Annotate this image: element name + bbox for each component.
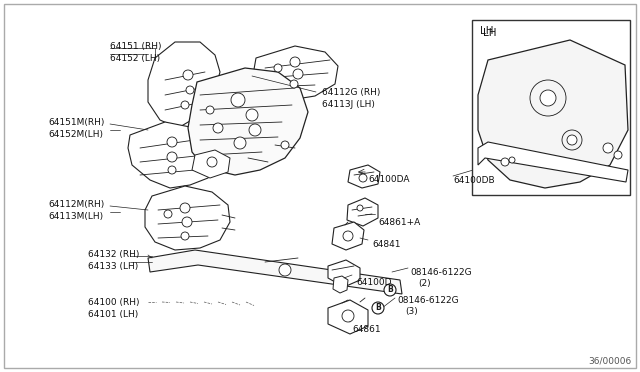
Polygon shape bbox=[145, 186, 230, 250]
Circle shape bbox=[279, 264, 291, 276]
Circle shape bbox=[167, 137, 177, 147]
Polygon shape bbox=[188, 68, 308, 175]
Polygon shape bbox=[195, 92, 225, 120]
Circle shape bbox=[359, 174, 367, 182]
Circle shape bbox=[614, 151, 622, 159]
Text: 64861: 64861 bbox=[352, 325, 381, 334]
Circle shape bbox=[342, 310, 354, 322]
Bar bbox=[472, 20, 630, 195]
Text: B: B bbox=[387, 285, 393, 295]
Circle shape bbox=[562, 130, 582, 150]
Circle shape bbox=[164, 210, 172, 218]
Circle shape bbox=[290, 57, 300, 67]
Circle shape bbox=[213, 123, 223, 133]
Circle shape bbox=[384, 284, 396, 296]
Text: LH: LH bbox=[480, 26, 493, 36]
Text: 64112G (RH): 64112G (RH) bbox=[322, 88, 380, 97]
Circle shape bbox=[231, 93, 245, 107]
Text: (2): (2) bbox=[418, 279, 431, 288]
Circle shape bbox=[206, 106, 214, 114]
Text: LH: LH bbox=[483, 28, 497, 38]
Circle shape bbox=[186, 86, 194, 94]
Circle shape bbox=[603, 143, 613, 153]
Text: 36/00006: 36/00006 bbox=[589, 357, 632, 366]
Polygon shape bbox=[478, 142, 628, 182]
Circle shape bbox=[509, 157, 515, 163]
Circle shape bbox=[290, 80, 298, 88]
Circle shape bbox=[246, 109, 258, 121]
Circle shape bbox=[372, 302, 384, 314]
Text: 08146-6122G: 08146-6122G bbox=[397, 296, 459, 305]
Polygon shape bbox=[328, 300, 368, 334]
Text: 08146-6122G: 08146-6122G bbox=[410, 268, 472, 277]
Circle shape bbox=[281, 141, 289, 149]
Text: 64151M(RH): 64151M(RH) bbox=[48, 118, 104, 127]
Text: B: B bbox=[375, 304, 381, 312]
Text: 64113J (LH): 64113J (LH) bbox=[322, 100, 375, 109]
Polygon shape bbox=[148, 250, 402, 294]
Text: 64132 (RH): 64132 (RH) bbox=[88, 250, 140, 259]
Text: 64133 (LH): 64133 (LH) bbox=[88, 262, 138, 271]
Text: 64112M(RH): 64112M(RH) bbox=[48, 200, 104, 209]
Circle shape bbox=[180, 203, 190, 213]
Text: (3): (3) bbox=[405, 307, 418, 316]
Circle shape bbox=[183, 70, 193, 80]
Circle shape bbox=[249, 124, 261, 136]
Text: 64151 (RH): 64151 (RH) bbox=[110, 42, 161, 51]
Text: 64152M(LH): 64152M(LH) bbox=[48, 130, 103, 139]
Circle shape bbox=[181, 101, 189, 109]
Circle shape bbox=[530, 80, 566, 116]
Text: 64113M(LH): 64113M(LH) bbox=[48, 212, 103, 221]
Text: 64100DA: 64100DA bbox=[368, 175, 410, 184]
Circle shape bbox=[501, 158, 509, 166]
Text: 64841: 64841 bbox=[372, 240, 401, 249]
Circle shape bbox=[274, 64, 282, 72]
Circle shape bbox=[181, 232, 189, 240]
Polygon shape bbox=[478, 40, 628, 188]
Circle shape bbox=[168, 166, 176, 174]
Polygon shape bbox=[195, 140, 228, 168]
Polygon shape bbox=[192, 150, 230, 178]
Circle shape bbox=[343, 231, 353, 241]
Text: 64101 (LH): 64101 (LH) bbox=[88, 310, 138, 319]
Text: 64152 (LH): 64152 (LH) bbox=[110, 54, 160, 63]
Circle shape bbox=[293, 69, 303, 79]
Polygon shape bbox=[348, 165, 380, 188]
Circle shape bbox=[234, 137, 246, 149]
Polygon shape bbox=[347, 198, 378, 226]
Polygon shape bbox=[328, 260, 360, 287]
Circle shape bbox=[357, 205, 363, 211]
Circle shape bbox=[540, 90, 556, 106]
Polygon shape bbox=[128, 122, 215, 188]
Polygon shape bbox=[148, 42, 220, 128]
Polygon shape bbox=[332, 222, 364, 250]
Circle shape bbox=[567, 135, 577, 145]
Polygon shape bbox=[253, 46, 338, 100]
Text: 64100 (RH): 64100 (RH) bbox=[88, 298, 140, 307]
Circle shape bbox=[207, 157, 217, 167]
Polygon shape bbox=[333, 276, 348, 293]
Text: 64100D: 64100D bbox=[356, 278, 392, 287]
Circle shape bbox=[167, 152, 177, 162]
Text: 64100DB: 64100DB bbox=[453, 176, 495, 185]
Circle shape bbox=[182, 217, 192, 227]
Text: 64861+A: 64861+A bbox=[378, 218, 420, 227]
